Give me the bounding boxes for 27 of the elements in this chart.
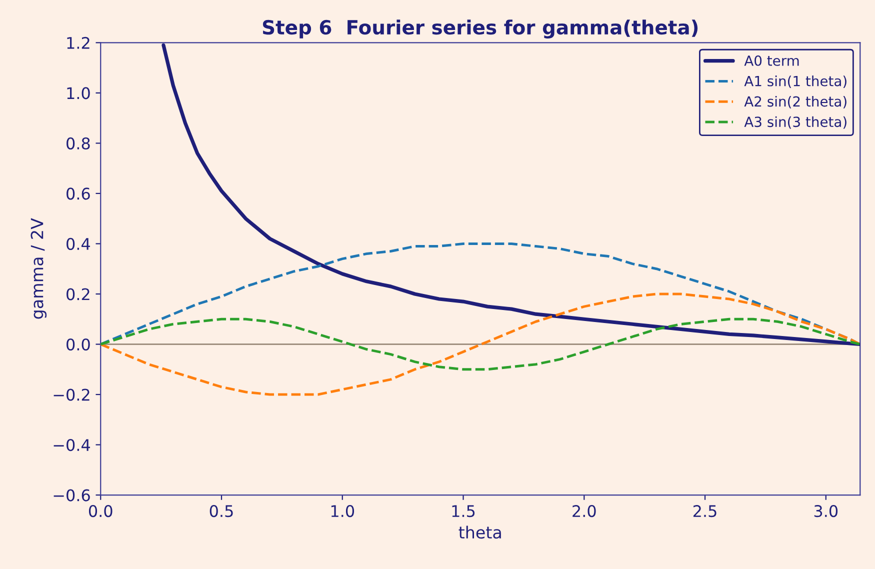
y-tick-label: 0.2 [66, 288, 90, 300]
y-tick-label: 1.0 [67, 87, 90, 100]
x-tick-label: 1.5 [452, 505, 475, 518]
y-tick-label: 0.0 [66, 338, 90, 351]
x-tick-label: 2.0 [572, 505, 596, 518]
line-series [162, 43, 860, 346]
y-tick-label: 0.8 [66, 137, 90, 150]
y-tick-label: −0.4 [54, 438, 90, 452]
legend-label: A3 sin(3 theta) [744, 116, 846, 129]
x-tick-label: 0.0 [88, 505, 112, 518]
legend-label: A2 sin(2 theta) [744, 96, 846, 108]
y-tick-label: −0.2 [54, 388, 90, 401]
x-tick-label: 2.5 [693, 505, 716, 518]
x-tick-label: 1.0 [331, 505, 354, 518]
line-series [100, 318, 860, 371]
y-tick-label: −0.6 [54, 489, 90, 502]
legend-label: A0 term [744, 55, 799, 66]
x-axis-title: theta [458, 526, 501, 539]
y-tick-label: 1.2 [67, 36, 90, 49]
x-tick-label: 0.5 [210, 505, 233, 518]
y-tick-label: 0.6 [66, 188, 90, 200]
y-axis-title: gamma / 2V [30, 218, 47, 319]
x-tick-label: 3.0 [814, 505, 838, 518]
y-tick-label: 0.4 [66, 238, 90, 250]
chart-title: Step 6 Fourier series for gamma(theta) [262, 20, 698, 39]
line-series [100, 292, 860, 396]
legend-label: A1 sin(1 theta) [744, 76, 846, 88]
